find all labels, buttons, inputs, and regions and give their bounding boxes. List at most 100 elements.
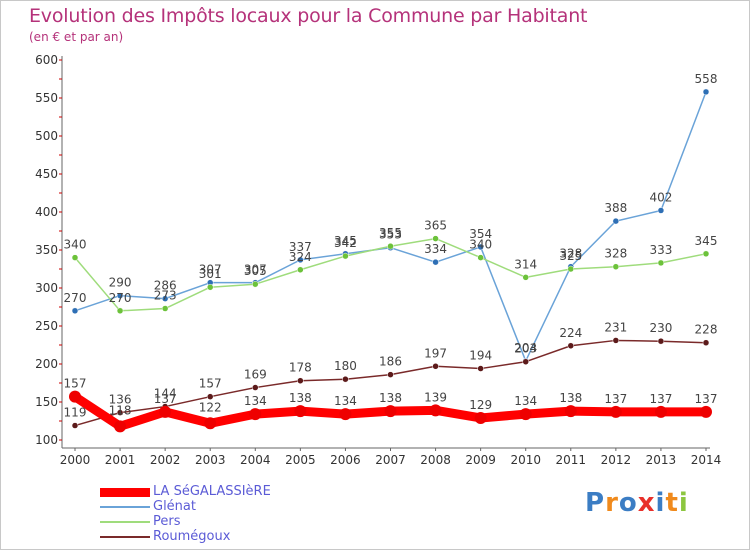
data-point-la-s-galassi-re — [429, 404, 442, 417]
data-point-la-s-galassi-re — [654, 405, 667, 418]
data-label-roum-goux: 178 — [289, 361, 312, 375]
legend-label: Pers — [153, 514, 181, 529]
data-label-roum-goux: 194 — [469, 349, 492, 363]
data-label-gl-nat: 334 — [424, 242, 447, 256]
legend-swatch — [100, 521, 150, 523]
data-point-pers — [702, 250, 710, 258]
data-label-la-s-galassi-re: 138 — [379, 391, 402, 405]
x-tick-label: 2001 — [105, 453, 136, 467]
data-point-roum-goux — [116, 409, 124, 416]
data-label-gl-nat: 402 — [649, 190, 672, 204]
data-label-la-s-galassi-re: 134 — [244, 394, 267, 408]
data-label-gl-nat: 558 — [695, 72, 718, 86]
y-tick-label: 250 — [35, 319, 58, 333]
data-label-la-s-galassi-re: 137 — [604, 392, 627, 406]
logo-letter: t — [665, 488, 679, 518]
data-point-pers — [116, 307, 124, 315]
y-tick-label: 100 — [35, 433, 58, 447]
data-label-pers: 333 — [649, 243, 672, 257]
data-point-roum-goux — [206, 393, 214, 400]
data-label-pers: 325 — [559, 249, 582, 263]
data-point-roum-goux — [71, 422, 79, 429]
data-point-roum-goux — [567, 342, 575, 350]
data-point-gl-nat — [297, 256, 304, 264]
data-label-gl-nat: 328 — [559, 247, 582, 261]
data-label-roum-goux: 224 — [559, 326, 582, 340]
data-label-la-s-galassi-re: 138 — [289, 391, 312, 405]
x-tick-label: 2008 — [420, 453, 451, 467]
data-label-roum-goux: 144 — [154, 387, 177, 401]
data-point-pers — [252, 280, 259, 288]
data-point-roum-goux — [612, 337, 620, 344]
data-point-roum-goux — [702, 339, 710, 346]
x-tick-label: 2007 — [375, 453, 406, 467]
data-point-pers — [387, 242, 394, 250]
y-tick-label: 450 — [35, 167, 58, 181]
data-label-gl-nat: 286 — [154, 279, 177, 293]
x-tick-label: 2010 — [510, 453, 541, 467]
x-tick-label: 2000 — [60, 453, 91, 467]
data-label-gl-nat: 345 — [334, 234, 357, 248]
data-label-pers: 273 — [154, 289, 177, 303]
data-point-la-s-galassi-re — [609, 405, 622, 418]
data-label-roum-goux: 119 — [64, 406, 87, 420]
data-point-pers — [657, 259, 665, 267]
x-tick-label: 2013 — [646, 453, 677, 467]
y-tick-label: 400 — [35, 205, 58, 219]
data-point-pers — [567, 265, 575, 273]
y-tick-label: 600 — [35, 53, 58, 67]
data-label-gl-nat: 307 — [199, 263, 222, 277]
data-label-pers: 301 — [199, 267, 222, 281]
data-point-la-s-galassi-re — [700, 405, 712, 418]
data-label-gl-nat: 353 — [379, 228, 402, 242]
data-point-pers — [206, 283, 214, 291]
data-label-la-s-galassi-re: 134 — [334, 394, 357, 408]
data-point-gl-nat — [161, 295, 169, 302]
legend-swatch — [100, 487, 150, 497]
data-point-roum-goux — [477, 365, 484, 372]
data-point-la-s-galassi-re — [384, 405, 397, 418]
proxiti-logo: Proxiti — [585, 488, 689, 518]
data-point-gl-nat — [657, 207, 665, 214]
data-label-la-s-galassi-re: 138 — [559, 391, 582, 405]
data-point-gl-nat — [612, 217, 620, 225]
data-point-pers — [432, 235, 439, 242]
data-label-roum-goux: 180 — [334, 359, 357, 373]
data-label-roum-goux: 169 — [244, 368, 267, 382]
data-label-la-s-galassi-re: 134 — [514, 394, 537, 408]
data-point-la-s-galassi-re — [114, 420, 127, 433]
legend-label: LA SéGALASSIèRE — [153, 484, 271, 499]
data-point-la-s-galassi-re — [204, 417, 217, 430]
data-label-roum-goux: 197 — [424, 346, 447, 360]
data-point-pers — [612, 263, 620, 270]
data-label-roum-goux: 186 — [379, 355, 402, 369]
data-label-roum-goux: 203 — [514, 342, 537, 356]
data-point-la-s-galassi-re — [564, 405, 577, 418]
data-label-la-s-galassi-re: 137 — [649, 392, 672, 406]
data-point-la-s-galassi-re — [69, 390, 81, 403]
data-point-pers — [71, 254, 79, 261]
data-point-la-s-galassi-re — [474, 411, 487, 424]
data-label-pers: 365 — [424, 219, 447, 233]
x-tick-label: 2004 — [240, 453, 271, 467]
logo-letter: r — [605, 488, 619, 518]
data-label-la-s-galassi-re: 157 — [64, 377, 87, 391]
data-label-la-s-galassi-re: 129 — [469, 398, 492, 412]
data-label-gl-nat: 337 — [289, 240, 312, 254]
logo-letter: P — [585, 488, 606, 518]
x-tick-label: 2012 — [601, 453, 632, 467]
data-point-la-s-galassi-re — [294, 405, 307, 418]
data-label-la-s-galassi-re: 139 — [424, 390, 447, 404]
data-label-la-s-galassi-re: 137 — [695, 392, 718, 406]
data-point-pers — [477, 254, 484, 261]
data-label-pers: 324 — [289, 250, 312, 264]
data-point-pers — [297, 266, 304, 274]
data-point-roum-goux — [657, 337, 665, 345]
data-point-pers — [161, 305, 169, 312]
x-tick-label: 2005 — [285, 453, 316, 467]
y-tick-label: 200 — [35, 357, 58, 371]
data-point-roum-goux — [297, 377, 304, 384]
data-point-roum-goux — [252, 384, 259, 391]
y-tick-label: 350 — [35, 243, 58, 257]
